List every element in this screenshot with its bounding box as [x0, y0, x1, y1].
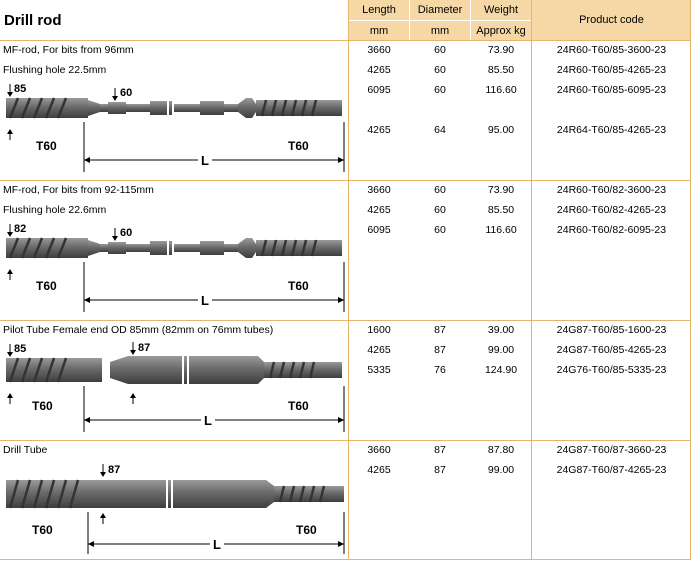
column-divider [531, 0, 532, 560]
diameter-cell: 87 [434, 464, 446, 476]
drill-tube-drawing: 87 T60 T60 L [6, 464, 345, 554]
section-description: Pilot Tube Female end OD 85mm (82mm on 7… [3, 324, 274, 336]
length-unit: mm [349, 21, 409, 40]
diameter-cell: 60 [434, 184, 446, 196]
mf-rod-82-drawing: 82 60 T60 T60 L [6, 223, 345, 312]
left-thread-label: T60 [32, 399, 53, 413]
diameter-header: Diameter [410, 0, 470, 20]
product-code-cell: 24R60-T60/82-3600-23 [556, 184, 667, 196]
weight-cell: 85.50 [487, 204, 515, 216]
length-cell: 4265 [367, 464, 391, 476]
section-description: MF-rod, For bits from 92-115mm [3, 184, 154, 196]
weight-cell: 39.00 [487, 324, 515, 336]
weight-cell: 85.50 [487, 64, 515, 76]
length-label: L [213, 537, 221, 552]
diameter-cell: 60 [434, 84, 446, 96]
weight-cell: 124.90 [484, 364, 518, 376]
length-cell: 3660 [367, 444, 391, 456]
mid-diameter-label: 60 [120, 227, 132, 239]
diameter-cell: 60 [434, 204, 446, 216]
diameter-cell: 87 [434, 344, 446, 356]
length-cell: 5335 [367, 364, 391, 376]
diameter-cell: 87 [434, 324, 446, 336]
weight-cell: 87.80 [487, 444, 515, 456]
mid-diameter-label: 87 [108, 464, 120, 476]
length-cell: 4265 [367, 124, 391, 136]
right-thread-label: T60 [288, 139, 309, 153]
section-divider [0, 320, 691, 321]
outer-diameter-label: 85 [14, 83, 26, 95]
diameter-cell: 60 [434, 64, 446, 76]
diameter-cell: 76 [434, 364, 446, 376]
length-cell: 4265 [367, 344, 391, 356]
diameter-cell: 60 [434, 44, 446, 56]
product-code-cell: 24G87-T60/87-4265-23 [556, 464, 667, 476]
weight-header: Weight [471, 0, 531, 20]
product-code-cell: 24R64-T60/85-4265-23 [556, 124, 667, 136]
diameter-cell: 64 [434, 124, 446, 136]
product-code-cell: 24G87-T60/85-4265-23 [556, 344, 667, 356]
product-code-cell: 24G87-T60/87-3660-23 [556, 444, 667, 456]
product-code-header: Product code [532, 0, 691, 40]
diameter-cell: 87 [434, 444, 446, 456]
outer-diameter-label: 82 [14, 223, 26, 235]
weight-cell: 116.60 [485, 84, 517, 96]
length-cell: 4265 [367, 64, 391, 76]
length-cell: 1600 [367, 324, 391, 336]
product-code-cell: 24G76-T60/85-5335-23 [556, 364, 667, 376]
product-code-cell: 24R60-T60/85-6095-23 [556, 84, 667, 96]
length-cell: 3660 [367, 44, 391, 56]
product-code-cell: 24R60-T60/85-4265-23 [556, 64, 667, 76]
length-header: Length [349, 0, 409, 20]
section-divider [0, 440, 691, 441]
left-thread-label: T60 [36, 279, 57, 293]
table-bottom-rule [0, 559, 691, 560]
diameter-cell: 60 [434, 224, 446, 236]
section-description: MF-rod, For bits from 96mm [3, 44, 134, 56]
right-thread-label: T60 [296, 523, 317, 537]
section-description: Flushing hole 22.5mm [3, 64, 107, 76]
section-description: Flushing hole 22.6mm [3, 204, 107, 216]
length-cell: 6095 [367, 224, 391, 236]
length-cell: 3660 [367, 184, 391, 196]
section-description: Drill Tube [3, 444, 48, 456]
length-cell: 4265 [367, 204, 391, 216]
outer-diameter-label: 85 [14, 343, 26, 355]
column-divider [348, 0, 349, 560]
length-label: L [201, 293, 209, 308]
weight-cell: 73.90 [487, 184, 515, 196]
right-thread-label: T60 [288, 399, 309, 413]
weight-cell: 99.00 [487, 464, 515, 476]
mid-diameter-label: 87 [138, 342, 150, 354]
weight-unit: Approx kg [471, 21, 531, 40]
length-label: L [201, 153, 209, 168]
weight-cell: 116.60 [485, 224, 517, 236]
product-code-cell: 24R60-T60/82-4265-23 [556, 204, 667, 216]
product-code-cell: 24G87-T60/85-1600-23 [556, 324, 667, 336]
length-label: L [204, 413, 212, 428]
diameter-unit: mm [410, 21, 470, 40]
pilot-tube-drawing: 85 87 T60 T60 L [6, 342, 345, 432]
right-thread-label: T60 [288, 279, 309, 293]
left-thread-label: T60 [32, 523, 53, 537]
mid-diameter-label: 60 [120, 87, 132, 99]
length-cell: 6095 [367, 84, 391, 96]
mf-rod-85-drawing: 85 60 T60 T60 L [6, 83, 345, 172]
weight-cell: 99.00 [487, 344, 515, 356]
product-code-cell: 24R60-T60/85-3600-23 [556, 44, 667, 56]
header-bottom-rule [0, 40, 691, 41]
product-code-cell: 24R60-T60/82-6095-23 [556, 224, 667, 236]
page-title: Drill rod [4, 12, 62, 29]
section-divider [0, 180, 691, 181]
left-thread-label: T60 [36, 139, 57, 153]
weight-cell: 95.00 [487, 124, 515, 136]
weight-cell: 73.90 [487, 44, 515, 56]
